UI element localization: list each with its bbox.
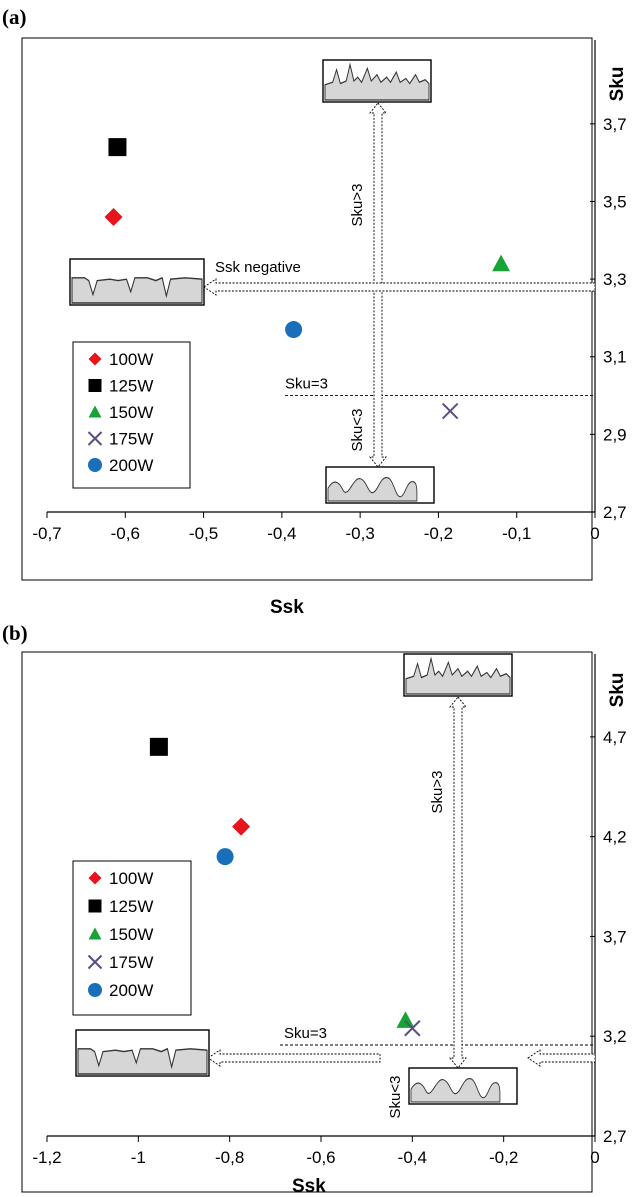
legend-label-100w: 100W xyxy=(109,869,153,888)
x-axis-title-a: Ssk xyxy=(270,597,304,618)
ssk-negative-arrow xyxy=(203,278,596,296)
data-point-175w xyxy=(441,402,459,420)
legend-label-150w: 150W xyxy=(109,925,153,944)
sku-3-label: Sku=3 xyxy=(284,1025,327,1042)
profile-platykurtic xyxy=(408,1067,518,1105)
data-point-150w xyxy=(492,254,511,272)
profile-negative-skew xyxy=(69,258,205,306)
ssk-arrow-right xyxy=(527,1049,596,1067)
y-tick-label: 4,2 xyxy=(603,828,627,847)
data-point-125w xyxy=(108,138,127,157)
x-tick-label: -0,8 xyxy=(215,1148,244,1167)
x-tick-label: 0 xyxy=(590,1148,599,1167)
x-tick-label: 0 xyxy=(590,524,599,543)
ticks-a: -0,7 -0,6 -0,5 -0,4 -0,3 -0,2 -0,1 02,7 2,9 3,1 3,… xyxy=(32,40,627,543)
legend-marker-100w xyxy=(88,871,102,885)
x-tick-label: -1 xyxy=(131,1148,146,1167)
y-tick-label: 3,7 xyxy=(603,927,627,946)
legend-marker-125w xyxy=(88,379,102,392)
y-tick-label: 2,7 xyxy=(603,1127,627,1146)
legend-b: 100W 125W 150W 175W 200W xyxy=(72,860,192,1016)
legend-label-100w: 100W xyxy=(109,350,153,369)
x-tick-label: -0,1 xyxy=(502,524,531,543)
legend-marker-150w xyxy=(88,927,102,940)
legend-label-125w: 125W xyxy=(109,897,153,916)
y-tick-label: 2,9 xyxy=(603,425,627,444)
sku-gt-label: Sku>3 xyxy=(429,771,446,814)
sku-lt-label: Sku<3 xyxy=(349,409,366,452)
ssk-negative-arrow xyxy=(207,1049,381,1067)
legend-label-150w: 150W xyxy=(109,403,153,422)
data-points-a xyxy=(104,138,511,420)
ticks-b: -1,2 -1 -0,8 -0,6 -0,4 -0,2 02,7 3,2 3,7 4,2 4,7 xyxy=(32,654,627,1167)
x-tick-label: -1,2 xyxy=(32,1148,61,1167)
y-tick-label: 3,1 xyxy=(603,348,627,367)
y-tick-label: 3,2 xyxy=(603,1027,627,1046)
y-tick-label: 3,3 xyxy=(603,270,627,289)
legend-marker-175w xyxy=(87,954,103,970)
x-tick-label: -0,6 xyxy=(111,524,140,543)
x-tick-label: -0,7 xyxy=(32,524,61,543)
legend-label-125w: 125W xyxy=(109,377,153,396)
sku-gt-label: Sku>3 xyxy=(349,184,366,227)
legend-a: 100W 125W 150W 175W 200W xyxy=(72,341,191,489)
legend-marker-125w xyxy=(88,899,102,913)
y-axis-title-a: Sku xyxy=(607,67,628,102)
ssk-negative-label: Ssk negative xyxy=(215,259,301,276)
legend-label-200w: 200W xyxy=(109,981,153,1000)
data-point-175w xyxy=(404,1020,421,1037)
sku-3-label: Sku=3 xyxy=(285,376,328,393)
profile-platykurtic xyxy=(325,466,435,504)
x-tick-label: -0,6 xyxy=(306,1148,335,1167)
y-tick-label: 2,7 xyxy=(603,503,627,522)
legend-label-175w: 175W xyxy=(109,430,153,449)
y-tick-label: 3,7 xyxy=(603,115,627,134)
x-tick-label: -0,2 xyxy=(424,524,453,543)
legend-marker-175w xyxy=(87,431,103,446)
x-tick-label: -0,4 xyxy=(267,524,296,543)
legend-label-175w: 175W xyxy=(109,953,153,972)
sku-lt-label: Sku<3 xyxy=(387,1076,404,1119)
legend-label-200w: 200W xyxy=(109,456,153,475)
data-point-100w xyxy=(232,817,251,836)
plot-frame-a xyxy=(21,37,593,581)
chart-panel-b: (b) -1,2 -1 -0,8 -0,6 -0,4 -0,2 02,7 3,2 3,7 4,2 4… xyxy=(2,621,628,1197)
profile-negative-skew xyxy=(75,1029,210,1077)
x-axis-title-b: Ssk xyxy=(292,1176,326,1197)
x-tick-label: -0,2 xyxy=(489,1148,518,1167)
chart-panel-a: (a) -0,7 -0,6 -0,5 -0,4 -0,3 -0,2 -0,1 02,7 2,9 3… xyxy=(2,5,628,618)
sku-range-arrow xyxy=(449,696,467,1069)
legend-marker-200w xyxy=(88,458,102,472)
data-point-200w xyxy=(216,848,234,866)
panel-label-b: (b) xyxy=(2,621,28,645)
data-point-100w xyxy=(104,207,123,226)
y-axis-title-b: Sku xyxy=(607,673,628,708)
y-tick-label: 3,5 xyxy=(603,192,627,211)
legend-marker-150w xyxy=(88,405,102,418)
x-tick-label: -0,3 xyxy=(345,524,374,543)
data-point-200w xyxy=(285,321,303,339)
profile-peaky xyxy=(322,59,432,103)
x-tick-label: -0,5 xyxy=(189,524,218,543)
data-points-b xyxy=(149,737,421,1037)
legend-marker-200w xyxy=(88,983,102,997)
annotations-b: Sku=3 Sku>3 Sku<3 xyxy=(75,653,596,1119)
annotations-a: Sku=3 Sku>3 Sku<3 Ssk negative xyxy=(69,59,596,504)
data-point-125w xyxy=(149,737,168,756)
x-tick-label: -0,4 xyxy=(398,1148,427,1167)
data-point-150w xyxy=(396,1011,415,1028)
y-tick-label: 4,7 xyxy=(603,728,627,747)
legend-marker-100w xyxy=(88,352,102,366)
profile-peaky xyxy=(403,653,513,697)
panel-label-a: (a) xyxy=(2,5,27,29)
